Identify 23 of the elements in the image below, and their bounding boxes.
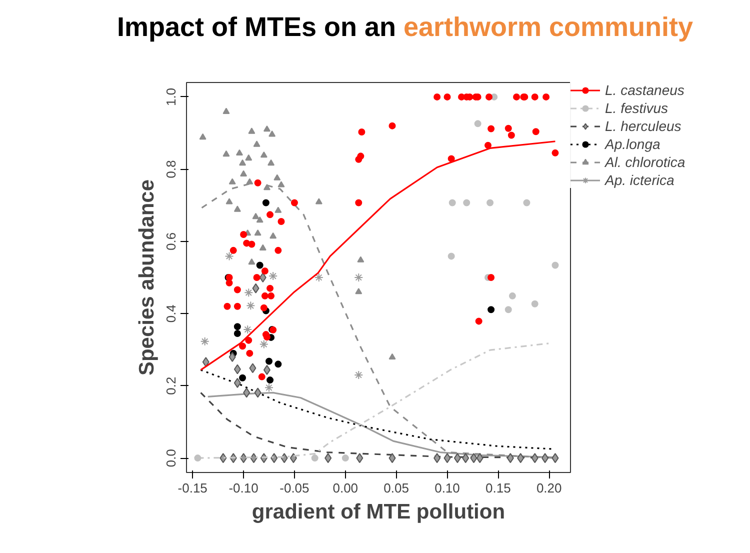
y-tick-label: 0.4 — [164, 304, 178, 323]
y-tick-label: 0.8 — [164, 160, 178, 178]
y-tick-label: 0.0 — [164, 449, 178, 468]
y-tick-label: 0.2 — [164, 376, 178, 395]
x-tick-label: 0.15 — [486, 480, 511, 496]
legend-label: L. herculeus — [605, 118, 682, 134]
x-tick-label: 0.20 — [536, 480, 562, 496]
y-tick-label: 0.6 — [164, 232, 178, 250]
x-tick-label: 0.10 — [434, 480, 460, 496]
legend-label: Ap. icterica — [605, 172, 674, 188]
x-tick-label: -0.10 — [228, 480, 258, 496]
x-tick-label: -0.15 — [178, 480, 208, 496]
x-tick-label: 0.05 — [384, 480, 409, 496]
legend-label: L. festivus — [605, 100, 668, 116]
y-axis-title: Species abundance — [136, 179, 158, 376]
legend-label: Al. chlorotica — [605, 154, 686, 170]
x-tick-label: 0.00 — [332, 480, 358, 496]
legend-label: Ap.longa — [605, 136, 660, 152]
y-tick-label: 1.0 — [164, 88, 178, 106]
x-axis-title: gradient of MTE pollution — [252, 500, 506, 524]
chart-title: Impact of MTEs on an earthworm community — [116, 11, 694, 44]
x-tick-label: -0.05 — [280, 480, 310, 496]
legend-label: L. castaneus — [605, 82, 684, 98]
